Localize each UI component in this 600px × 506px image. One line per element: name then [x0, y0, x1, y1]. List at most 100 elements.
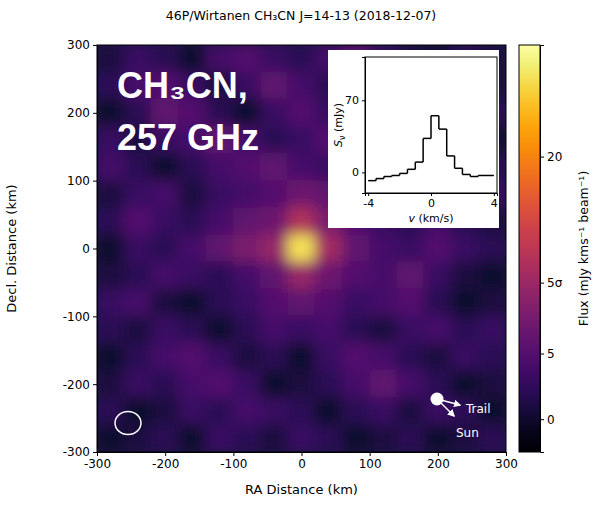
- cell: [178, 397, 206, 425]
- axis-line: [366, 194, 498, 197]
- annotation: CH₃CN,: [117, 65, 248, 106]
- tick: -200: [63, 378, 97, 392]
- inset-background: [328, 50, 499, 228]
- tick-label: 0: [352, 166, 359, 179]
- cell: [451, 343, 479, 371]
- tick-label: 70: [345, 94, 359, 107]
- x-axis: -300-200-1000100200300: [84, 452, 518, 471]
- cell: [178, 316, 206, 344]
- tick-label: 4: [491, 197, 498, 210]
- inset-plot-area: [368, 116, 494, 181]
- cell: [396, 289, 424, 317]
- cell: [315, 424, 343, 452]
- cell: [151, 316, 179, 344]
- inset-x-axis: -404: [363, 193, 498, 210]
- cell: [260, 316, 288, 344]
- cell: [233, 424, 261, 452]
- cell: [260, 153, 288, 181]
- tick: 0: [540, 413, 555, 427]
- cell: [124, 370, 152, 398]
- tick-mark: [165, 452, 166, 456]
- cell: [233, 397, 261, 425]
- cell: [260, 45, 288, 73]
- cell: [287, 234, 315, 262]
- cell: [287, 207, 315, 235]
- tick-mark: [368, 193, 369, 196]
- cell: [97, 316, 125, 344]
- cell: [315, 316, 343, 344]
- cell: [396, 370, 424, 398]
- cell: [315, 397, 343, 425]
- cell: [124, 316, 152, 344]
- cell: [424, 289, 452, 317]
- step-riser: [462, 168, 464, 174]
- tick: 5σ: [540, 276, 563, 290]
- tick-label: 100: [359, 457, 382, 471]
- x-axis-title: RA Distance (km): [245, 482, 358, 497]
- tick-label: -100: [220, 457, 247, 471]
- axis-line: [93, 46, 98, 453]
- cell: [233, 289, 261, 317]
- inset-frame: [365, 57, 497, 193]
- tick-label: 300: [67, 38, 90, 52]
- cell: [342, 370, 370, 398]
- cell: [260, 72, 288, 100]
- cell: [396, 397, 424, 425]
- inset-x-title: v (km/s): [408, 212, 453, 225]
- cell: [151, 262, 179, 290]
- cell: [233, 316, 261, 344]
- cell: [287, 424, 315, 452]
- cell: [178, 262, 206, 290]
- tspan: (mJy): [332, 103, 345, 136]
- cell: [178, 424, 206, 452]
- step-riser: [415, 162, 417, 169]
- cell: [287, 180, 315, 208]
- cell: [287, 289, 315, 317]
- cell: [124, 262, 152, 290]
- cell: [178, 343, 206, 371]
- cell: [124, 424, 152, 452]
- cell: [260, 180, 288, 208]
- cell: [369, 262, 397, 290]
- cell: [396, 316, 424, 344]
- step: [392, 175, 400, 177]
- tick: -100: [220, 452, 247, 471]
- tick-mark: [93, 249, 97, 250]
- annotation: 257 GHz: [117, 117, 259, 158]
- tick: 70: [345, 94, 365, 107]
- cell: [369, 316, 397, 344]
- colorbar-axis: 055σ20: [540, 46, 563, 453]
- comet-dot: [431, 393, 444, 406]
- cell: [178, 234, 206, 262]
- cell: [260, 343, 288, 371]
- title: 46P/Wirtanen CH₃CN J=14-13 (2018-12-07): [166, 8, 436, 23]
- cell: [124, 343, 152, 371]
- cell: [342, 262, 370, 290]
- cell: [315, 289, 343, 317]
- cell: [478, 234, 506, 262]
- tick-mark: [93, 45, 97, 46]
- cell: [206, 289, 234, 317]
- tick-mark: [93, 113, 97, 114]
- step: [478, 175, 486, 177]
- cell: [206, 424, 234, 452]
- cell: [287, 45, 315, 73]
- direction-label: Trail: [465, 402, 491, 416]
- cell: [260, 234, 288, 262]
- tick-mark: [540, 283, 544, 284]
- cell: [233, 234, 261, 262]
- colorbar-title: Flux (mJy kms⁻¹ beam⁻¹): [576, 171, 591, 327]
- cell: [260, 99, 288, 127]
- cell: [287, 262, 315, 290]
- tick-label: 100: [67, 174, 90, 188]
- cell: [233, 207, 261, 235]
- step: [431, 115, 439, 117]
- step: [400, 173, 408, 175]
- tick: 0: [352, 166, 365, 179]
- cell: [97, 234, 125, 262]
- inset-y-axis: 0 70: [345, 58, 366, 194]
- cell: [287, 99, 315, 127]
- tick-mark: [506, 452, 507, 456]
- cell: [396, 262, 424, 290]
- tick: -300: [63, 445, 97, 459]
